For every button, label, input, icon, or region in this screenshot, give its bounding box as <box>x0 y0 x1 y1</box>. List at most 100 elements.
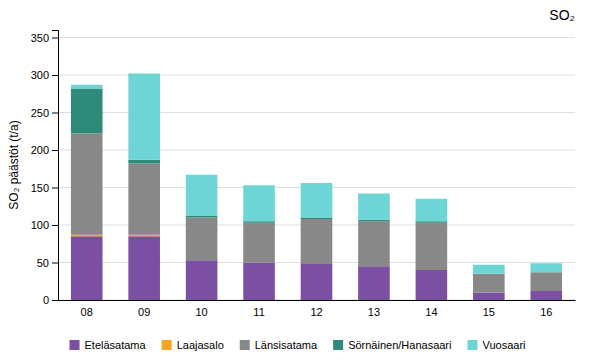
bars <box>71 74 562 301</box>
x-tick: 16 <box>540 306 552 318</box>
legend-item: Sörnäinen/Hanasaari <box>333 339 451 351</box>
bar <box>128 236 160 300</box>
y-axis: 0 50 100 150 200 250 300 350 <box>31 31 59 307</box>
bar <box>71 235 103 237</box>
x-axis-line <box>59 300 576 301</box>
title: SO₂ <box>549 7 575 23</box>
bar <box>530 263 562 272</box>
x-tick: 10 <box>195 306 207 318</box>
y-tick-mark <box>52 188 58 189</box>
bar <box>301 183 333 218</box>
y-tick-mark <box>52 225 58 226</box>
series <box>71 89 447 223</box>
legend-label: Sörnäinen/Hanasaari <box>348 339 451 351</box>
x-tick: 14 <box>425 306 437 318</box>
bar <box>71 134 103 235</box>
x-tick-label: 08 <box>81 306 93 318</box>
x-tick-label: 12 <box>310 306 322 318</box>
legend-label: Länsisatama <box>255 339 318 351</box>
bar <box>358 220 390 222</box>
x-tick-label: 11 <box>253 306 264 318</box>
y-tick-mark <box>52 300 58 301</box>
legend-label: Laajasalo <box>177 339 224 351</box>
bar <box>186 260 218 300</box>
bar <box>473 293 505 301</box>
x-tick-label: 09 <box>138 306 150 318</box>
legend-swatch <box>240 340 250 350</box>
bar <box>128 160 160 164</box>
y-tick-label: 250 <box>31 107 49 119</box>
bar <box>416 199 448 222</box>
y-tick: 250 <box>31 107 58 119</box>
x-tick-label: 10 <box>195 306 207 318</box>
bar <box>128 74 160 160</box>
y-tick-label: 150 <box>31 182 49 194</box>
bar <box>301 218 333 220</box>
y-tick: 350 <box>31 32 58 44</box>
x-tick-label: 16 <box>540 306 552 318</box>
bar <box>358 221 390 266</box>
y-tick-mark <box>52 263 58 264</box>
y-tick-label: 50 <box>37 257 49 269</box>
bar <box>186 175 218 216</box>
x-tick-label: 15 <box>483 306 495 318</box>
y-tick-mark <box>52 150 58 151</box>
y-tick: 50 <box>37 257 58 269</box>
bar <box>530 291 562 300</box>
bar <box>186 216 218 218</box>
legend-item: Vuosaari <box>467 339 525 351</box>
bar <box>186 218 218 261</box>
bar <box>416 221 448 223</box>
y-tick-label: 300 <box>31 69 49 81</box>
y-tick-label: 200 <box>31 144 49 156</box>
legend-item: Laajasalo <box>162 339 224 351</box>
y-tick: 150 <box>31 182 58 194</box>
y-axis-title: SO₂ päästöt (t/a) <box>7 120 21 209</box>
bar <box>71 85 103 89</box>
bar <box>416 270 448 300</box>
bar <box>473 265 505 274</box>
bar <box>301 264 333 300</box>
bar <box>358 266 390 300</box>
legend-swatch <box>333 340 343 350</box>
bar <box>473 274 505 293</box>
series <box>71 235 160 237</box>
x-tick: 11 <box>253 306 264 318</box>
bar <box>243 221 275 223</box>
legend-swatch <box>467 340 477 350</box>
y-tick: 200 <box>31 144 58 156</box>
x-tick: 09 <box>138 306 150 318</box>
bar <box>301 219 333 264</box>
bar <box>243 263 275 301</box>
bar <box>128 235 160 237</box>
grid-line <box>58 37 575 38</box>
x-tick: 15 <box>483 306 495 318</box>
y-tick-mark <box>52 75 58 76</box>
y-tick-label: 0 <box>43 294 49 306</box>
grid <box>58 38 575 301</box>
x-tick: 08 <box>81 306 93 318</box>
x-axis: 08 09 10 11 12 13 14 15 16 <box>59 301 576 318</box>
legend: Eteläsatama Laajasalo Länsisatama Sörnäinen… <box>70 339 526 351</box>
y-axis-line <box>52 31 59 301</box>
x-tick-label: 14 <box>425 306 437 318</box>
bar <box>243 223 275 263</box>
y-tick-label: 350 <box>31 32 49 44</box>
bar <box>358 194 390 220</box>
plot-area: 08 09 10 11 12 13 14 15 16 0 50 100 150 200 250 300 350 <box>31 31 576 318</box>
y-tick: 300 <box>31 69 58 81</box>
y-tick-label: 100 <box>31 219 49 231</box>
legend-swatch <box>162 340 172 350</box>
y-tick: 0 <box>43 294 58 306</box>
legend-swatch <box>70 340 80 350</box>
legend-label: Eteläsatama <box>85 339 147 351</box>
bar <box>530 272 562 291</box>
bar <box>416 223 448 270</box>
series <box>71 74 562 274</box>
legend-label: Vuosaari <box>482 339 525 351</box>
x-tick-label: 13 <box>368 306 380 318</box>
bar <box>128 164 160 235</box>
legend-item: Eteläsatama <box>70 339 147 351</box>
legend-item: Länsisatama <box>240 339 318 351</box>
bar <box>71 236 103 300</box>
